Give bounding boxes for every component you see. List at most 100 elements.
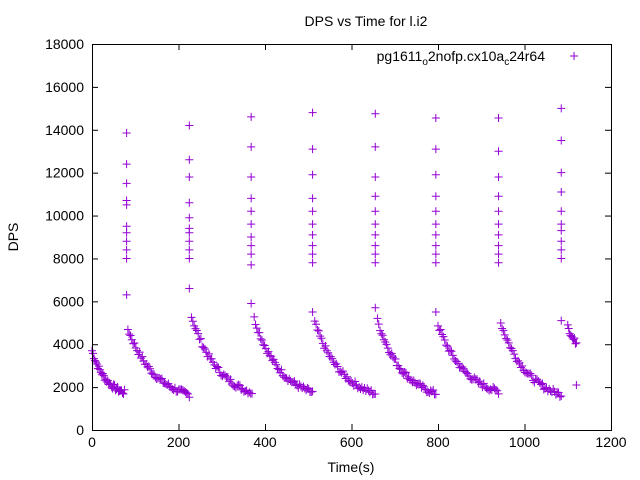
data-point [321,341,330,350]
axes: 0 200 400 600 800 1000 12000200040006000800010… [45,36,627,450]
data-point [373,314,382,323]
y-tick-label: 0 [76,422,84,438]
data-point [383,344,392,353]
data-point [204,349,213,358]
data-point [499,326,508,335]
x-tick-label: 1000 [509,434,540,450]
data-point [557,237,566,246]
data-point [92,359,101,368]
data-point [126,331,135,340]
data-point [185,155,194,164]
data-point [496,318,505,327]
data-point [308,220,317,229]
data-point [157,374,166,383]
data-point [442,341,451,350]
data-point [431,258,440,267]
data-point [328,354,337,363]
data-point [502,334,511,343]
data-point [247,172,256,181]
data-point [251,320,260,329]
x-tick-label: 0 [88,434,96,450]
data-point [308,108,317,117]
data-point [234,380,243,389]
data-point [508,346,517,355]
data-point [431,390,440,399]
data-point [273,364,282,373]
data-point [185,172,194,181]
data-point [557,245,566,254]
y-tick-label: 12000 [45,165,84,181]
data-point [494,207,503,216]
plot-frame [92,44,612,431]
data-point [307,388,316,397]
data-point [122,254,131,263]
data-point [99,371,108,380]
data-point [338,367,347,376]
data-point [188,317,197,326]
data-point [185,237,194,246]
data-point [187,313,196,322]
data-point [123,325,132,334]
data-point [308,194,317,203]
data-point [494,220,503,229]
data-point [494,241,503,250]
y-tick-label: 18000 [45,36,84,52]
data-point [454,359,463,368]
data-point [557,392,566,401]
data-point [538,379,547,388]
data-point [214,363,223,372]
chart-title: DPS vs Time for l.i2 [305,13,428,29]
data-point [247,250,256,259]
data-point [371,390,380,399]
data-point [308,250,317,259]
x-tick-label: 600 [340,434,364,450]
data-point [122,290,131,299]
data-point [196,334,205,343]
data-point [317,334,326,343]
data-point [185,213,194,222]
x-tick-label: 400 [253,434,277,450]
data-point [498,324,507,333]
data-point [557,254,566,263]
data-point [557,187,566,196]
data-point [458,362,467,371]
data-point [494,258,503,267]
data-point [200,344,209,353]
data-point [308,145,317,154]
data-point [557,207,566,216]
data-point [401,368,410,377]
data-point [387,349,396,358]
data-point [572,338,581,347]
data-point [440,335,449,344]
data-point [322,346,331,355]
data-point [122,160,131,169]
data-point [431,308,440,317]
data-point [257,336,266,345]
data-point [371,172,380,181]
data-point [247,142,256,151]
data-point [247,194,256,203]
data-point [431,207,440,216]
data-point [518,361,527,370]
data-point [371,142,380,151]
y-tick-label: 8000 [53,250,84,266]
y-tick-label: 10000 [45,208,84,224]
data-point [446,346,455,355]
data-point [316,332,325,341]
data-point [494,172,503,181]
data-point [226,375,235,384]
data-point [564,324,573,333]
data-point [122,237,131,246]
data-point [122,128,131,137]
data-point [510,350,519,359]
data-point [277,365,286,374]
data-point [118,388,127,397]
data-point [247,220,256,229]
data-point [247,260,256,269]
data-point [308,241,317,250]
data-point [213,362,222,371]
data-point [122,179,131,188]
data-point [247,299,256,308]
data-point [191,324,200,333]
data-point [371,303,380,312]
